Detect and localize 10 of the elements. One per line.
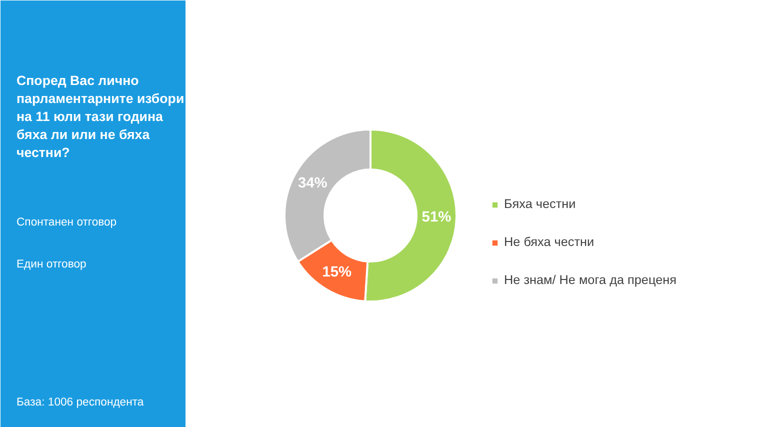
text: Един отговор bbox=[16, 258, 86, 270]
data-label: 15% bbox=[322, 264, 352, 280]
data-label: 51% bbox=[422, 210, 452, 226]
legend-label: Не бяха честни bbox=[504, 235, 594, 249]
text: База: 1006 респондента bbox=[16, 396, 144, 408]
text: Според Вас лично парламентарните избори на 11 юли тази година бяха ли или не бяха честни? bbox=[16, 73, 184, 160]
text: Спонтанен отговор bbox=[16, 216, 117, 228]
legend-label: Бяха честни bbox=[504, 197, 576, 211]
legend-label: Не знам/ Не мога да преценя bbox=[504, 273, 676, 287]
data-label: 34% bbox=[298, 176, 328, 192]
